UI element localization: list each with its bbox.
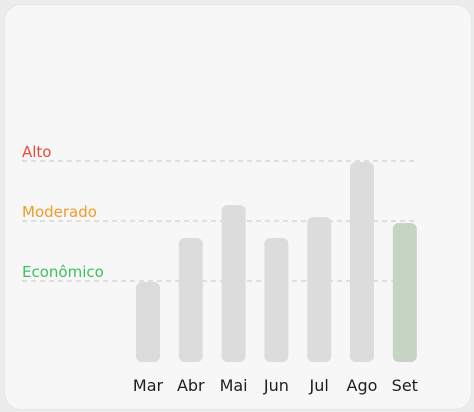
bar-mai[interactable] [221, 205, 246, 362]
tick-label-set: Set [392, 376, 418, 395]
x-axis-tick-labels: Mar Abr Mai Jun Jul Ago Set [133, 376, 418, 395]
tick-label-jun: Jun [263, 376, 289, 395]
bar-layer [136, 162, 417, 362]
tick-label-mai: Mai [220, 376, 248, 395]
bar-ago[interactable] [350, 162, 374, 362]
bar-mar[interactable] [136, 282, 160, 362]
tick-label-jul: Jul [309, 376, 329, 395]
threshold-label-economico: Econômico [22, 263, 104, 281]
bar-jun[interactable] [264, 238, 289, 362]
tick-label-ago: Ago [347, 376, 378, 395]
threshold-label-alto: Alto [22, 143, 52, 161]
tick-label-abr: Abr [177, 376, 205, 395]
threshold-label-moderado: Moderado [22, 203, 97, 221]
bar-abr[interactable] [178, 238, 203, 362]
tick-label-mar: Mar [133, 376, 164, 395]
threshold-layer: Alto Moderado Econômico [22, 143, 415, 282]
bar-jul[interactable] [307, 217, 332, 362]
bar-set[interactable] [392, 223, 417, 362]
